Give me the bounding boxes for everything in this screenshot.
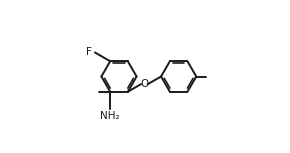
Text: F: F [86,47,92,58]
Text: NH₂: NH₂ [100,111,119,121]
Text: O: O [140,79,148,89]
